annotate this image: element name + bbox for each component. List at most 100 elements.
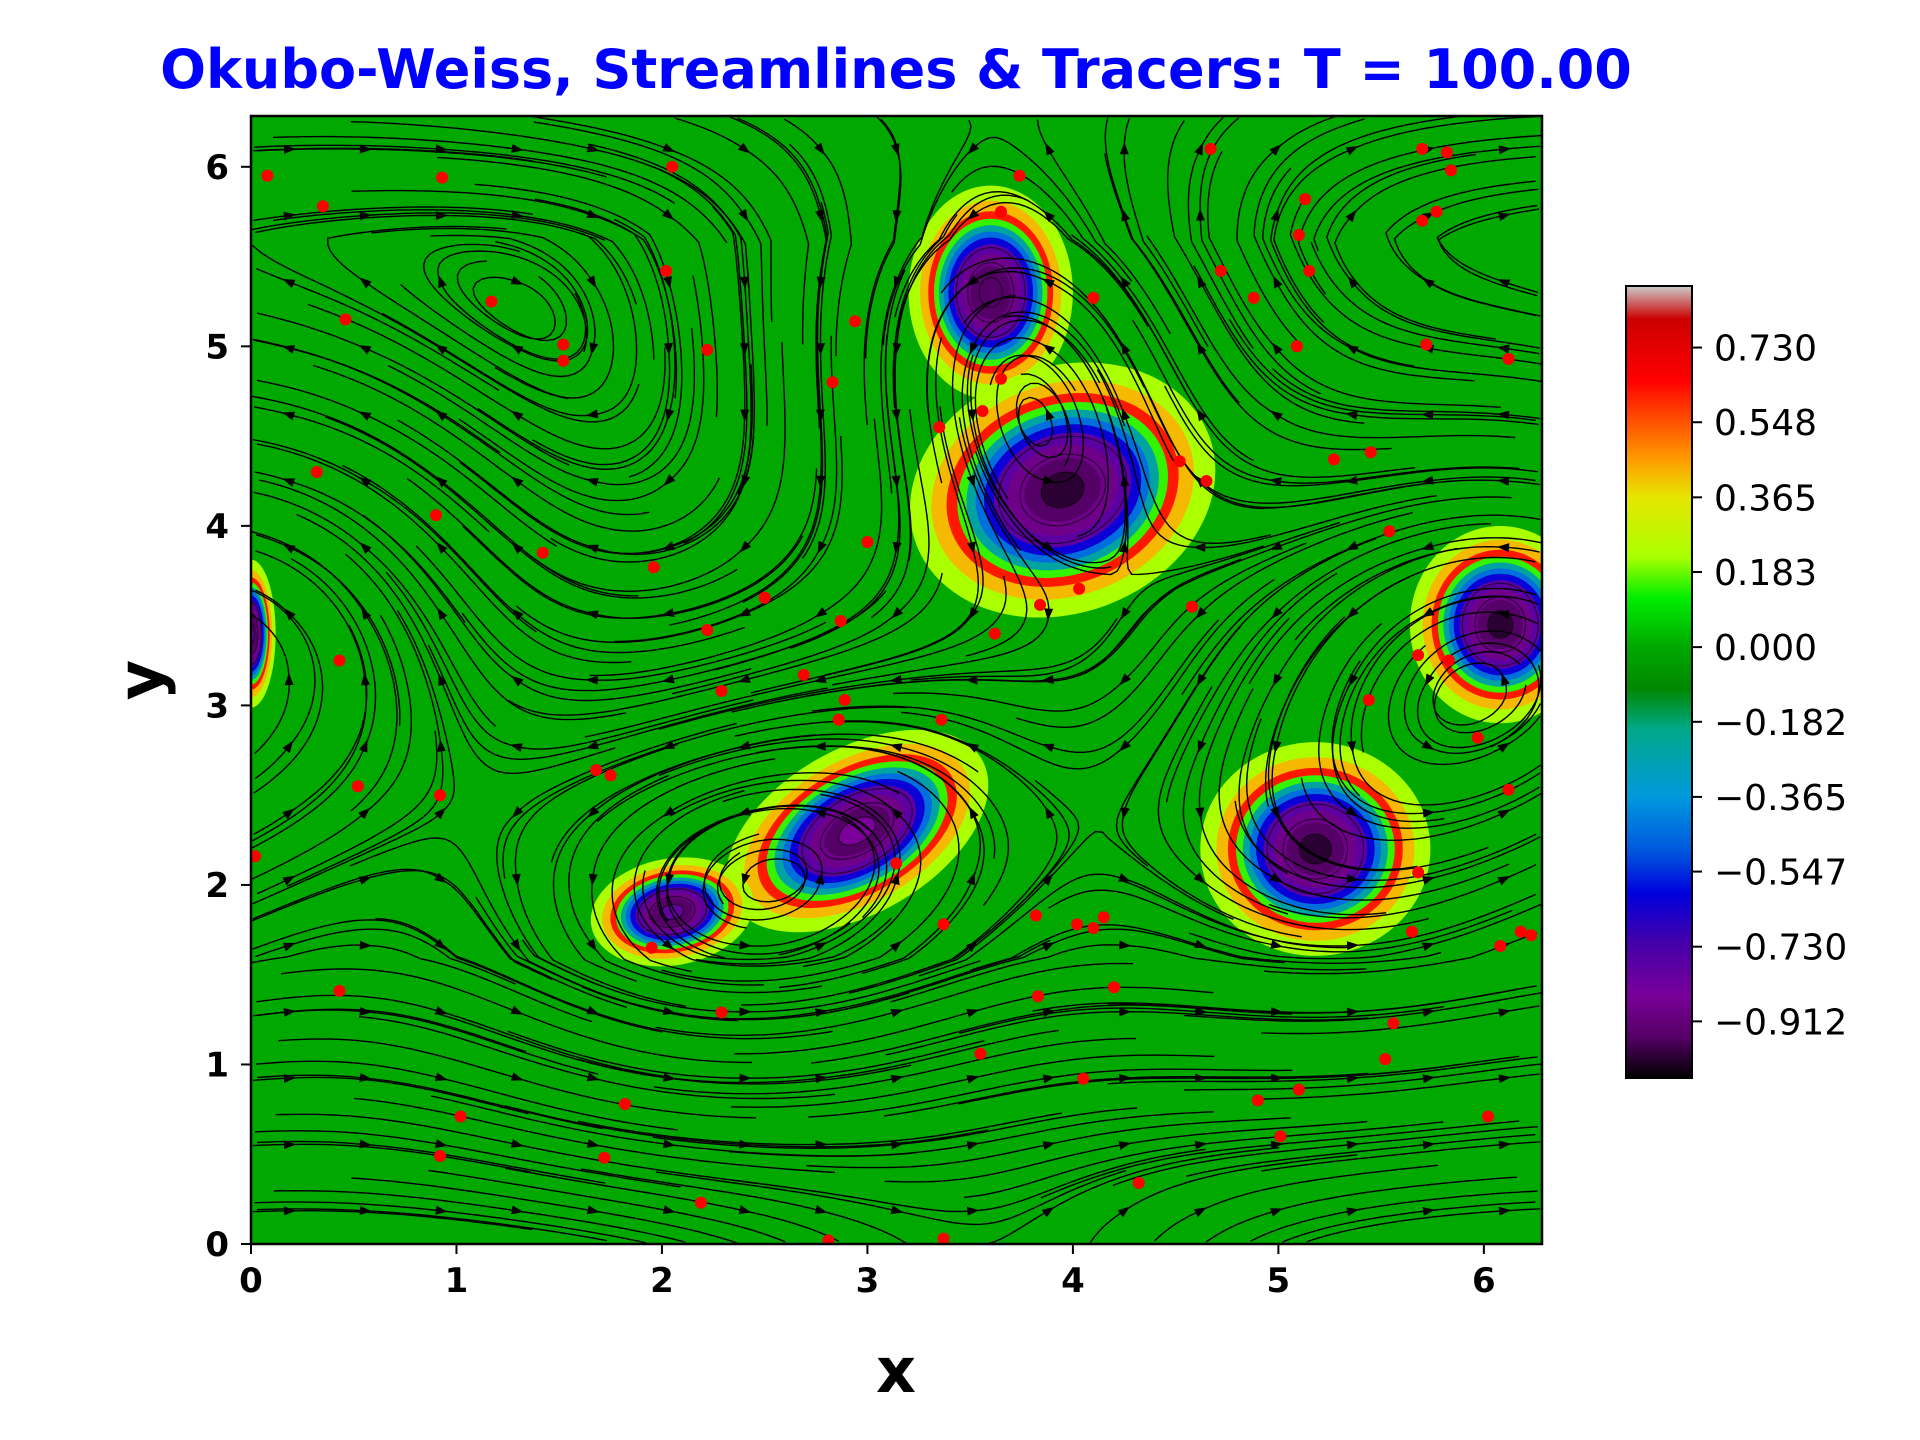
streamline-arrow: [512, 805, 524, 818]
colorbar-tick-label: −0.182: [1714, 703, 1847, 744]
streamline-arrow: [359, 542, 372, 555]
streamline-arrow: [435, 1139, 448, 1148]
streamline: [530, 116, 773, 323]
vortex-core-streamline: [955, 247, 1026, 338]
streamline-arrow: [1345, 146, 1359, 156]
streamline: [1234, 800, 1541, 889]
streamline-arrow: [1197, 341, 1207, 355]
streamline: [1281, 1201, 1536, 1243]
streamline-arrow: [890, 872, 900, 886]
streamline-arrow: [815, 872, 825, 885]
y-axis-ticks: 0 1 2 3 4 5 6: [205, 148, 251, 1265]
streamline-arrow: [1041, 540, 1055, 552]
streamline-arrow: [1120, 606, 1131, 620]
streamline-arrow: [1349, 673, 1359, 687]
tracer-point: [604, 769, 617, 782]
tracer-point: [619, 1098, 631, 1110]
streamline-arrow: [358, 807, 370, 820]
streamline-arrow: [739, 276, 749, 289]
tracer-point: [1087, 922, 1100, 934]
streamline-arrow: [438, 275, 447, 289]
streamline-arrow: [1422, 607, 1435, 618]
tracer-point: [849, 315, 862, 328]
streamline-arrow: [1120, 473, 1130, 487]
streamline-arrow: [1196, 408, 1207, 422]
streamline-arrow: [966, 1009, 980, 1018]
tracer-point: [333, 654, 346, 667]
streamline-arrow: [1421, 739, 1435, 750]
streamline: [1268, 864, 1537, 919]
streamline-arrow: [813, 674, 827, 684]
streamline-arrow: [588, 873, 598, 887]
streamline-arrow: [1041, 743, 1055, 753]
streamline: [504, 1167, 840, 1242]
tracer-point: [695, 1196, 707, 1209]
streamline: [273, 1189, 686, 1243]
vortex-core-streamline: [819, 802, 895, 861]
streamline: [1273, 116, 1542, 324]
streamline-arrow: [434, 872, 447, 883]
tracer-point: [976, 405, 989, 417]
streamline-arrow: [510, 1138, 524, 1148]
streamline-arrow: [359, 940, 372, 950]
streamline: [252, 550, 368, 842]
tracer-point: [1013, 169, 1026, 182]
streamline-arrow: [815, 1140, 828, 1150]
vortex-core-streamline: [997, 435, 1128, 545]
tracer-point: [429, 509, 442, 522]
streamline: [1036, 119, 1171, 335]
streamline: [1310, 242, 1540, 355]
streamline-arrow: [662, 740, 675, 749]
streamline-arrow: [361, 607, 372, 621]
x-axis-ticks: 0 1 2 3 4 5 6: [239, 1244, 1496, 1301]
tracer-point: [1440, 146, 1453, 159]
streamline-arrow: [1345, 541, 1359, 551]
streamline-arrow: [663, 275, 672, 289]
streamline-arrow: [969, 806, 979, 820]
streamline-arrow: [586, 1139, 600, 1148]
tracer-point: [1412, 649, 1425, 662]
streamline-arrow: [586, 275, 597, 288]
tracer-point: [339, 313, 352, 326]
streamline: [1261, 1141, 1540, 1172]
tracer-point: [1299, 193, 1312, 206]
streamline: [1339, 595, 1539, 797]
streamline-arrow: [1271, 1073, 1284, 1083]
vortex-core-streamline: [1040, 471, 1085, 509]
streamline: [257, 1074, 603, 1130]
tracer-point: [1073, 582, 1086, 595]
streamline-arrow: [1422, 277, 1435, 289]
streamline-arrow: [1117, 1206, 1130, 1218]
colorbar-tick-label: 0.548: [1714, 403, 1817, 444]
streamline: [987, 1147, 1280, 1244]
x-axis-label: x: [876, 1334, 916, 1407]
streamline: [1193, 265, 1539, 426]
tracer-point: [434, 1150, 446, 1162]
streamline-arrow: [1120, 806, 1130, 820]
streamline-arrow: [966, 474, 976, 488]
tracer-point: [1274, 1130, 1287, 1143]
streamline-arrow: [1194, 1140, 1208, 1150]
tracer-point: [310, 466, 323, 478]
streamline-arrow: [1270, 208, 1280, 222]
streamline-arrow: [1497, 876, 1511, 886]
streamline-arrow: [966, 1141, 980, 1150]
streamline: [252, 868, 627, 1008]
streamline-arrow: [435, 476, 448, 488]
tracer-point: [1445, 164, 1457, 177]
streamline-arrow: [1271, 606, 1283, 619]
streamline-arrow: [1194, 142, 1204, 156]
streamline-arrow: [738, 1205, 752, 1214]
tracer-point: [1525, 929, 1538, 942]
vortex-core-streamline: [1487, 610, 1514, 640]
tracer-point: [1362, 694, 1375, 706]
tracer-point: [995, 205, 1007, 218]
tracer-point: [1247, 291, 1260, 304]
tracer-point: [598, 1151, 611, 1164]
streamline-arrow: [1271, 342, 1283, 355]
streamline-arrow: [890, 1205, 904, 1214]
tracer-point: [536, 546, 549, 559]
streamline-arrow: [511, 410, 524, 422]
streamline: [1261, 1005, 1540, 1035]
streamline: [255, 534, 401, 726]
